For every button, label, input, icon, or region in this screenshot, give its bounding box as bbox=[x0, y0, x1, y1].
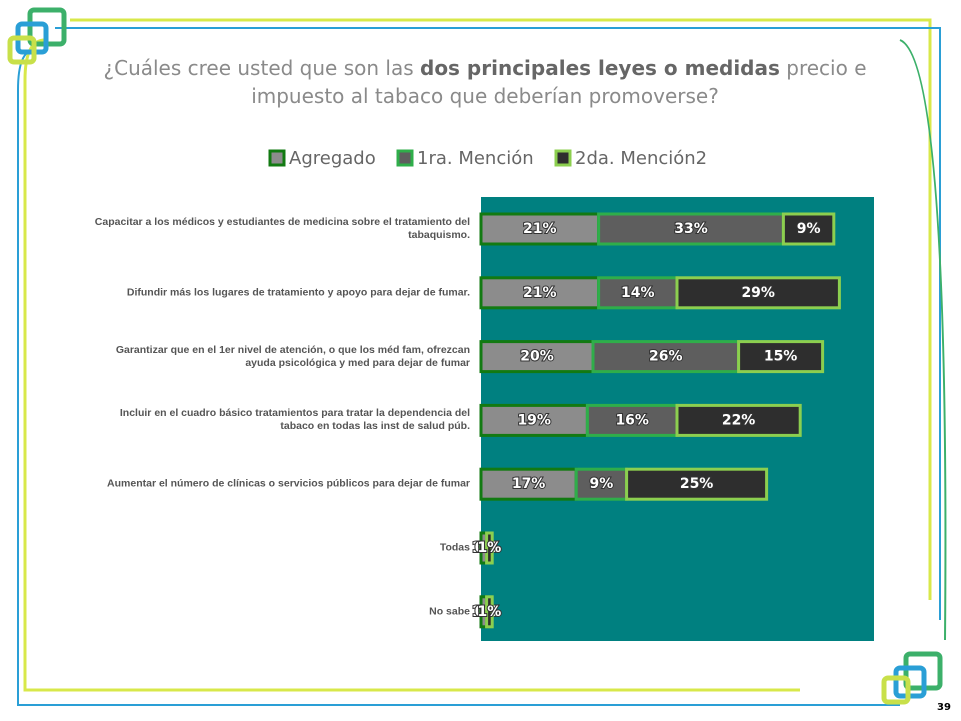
value-label: 1% bbox=[478, 540, 502, 556]
title-part: dos principales leyes o medidas bbox=[420, 56, 780, 80]
bar-segment bbox=[597, 212, 785, 246]
bar-segment bbox=[479, 276, 601, 310]
value-label: 1% bbox=[478, 604, 502, 620]
bar-segment bbox=[781, 212, 836, 246]
value-label: 9% bbox=[797, 221, 821, 237]
category-label: Todas bbox=[439, 541, 470, 554]
bar-segment bbox=[479, 340, 595, 374]
bar-segment bbox=[485, 595, 494, 629]
value-label: 22% bbox=[722, 412, 756, 428]
legend-label: 1ra. Mención bbox=[417, 148, 534, 169]
value-label: 21% bbox=[523, 285, 557, 301]
value-label: 20% bbox=[520, 349, 554, 365]
legend-label: 2da. Mención2 bbox=[575, 148, 707, 169]
bar-segment bbox=[675, 276, 841, 310]
bar-segment bbox=[479, 212, 601, 246]
chart-title: ¿Cuáles cree usted que son las dos princ… bbox=[90, 54, 880, 110]
category-label: Aumentar el número de clínicas o servici… bbox=[107, 477, 470, 490]
value-label: 19% bbox=[517, 412, 551, 428]
frame bbox=[7, 7, 947, 706]
category-label: No sabe bbox=[429, 605, 470, 618]
category-label: Difundir más los lugares de tratamiento … bbox=[126, 286, 470, 299]
bar-segment bbox=[585, 403, 679, 437]
value-label: 33% bbox=[674, 221, 708, 237]
value-label: 14% bbox=[621, 285, 655, 301]
value-label: 9% bbox=[590, 476, 614, 492]
title-part: precio e impuesto al tabaco que deberían… bbox=[251, 56, 867, 108]
bar-segment bbox=[574, 467, 629, 501]
bar-segment bbox=[485, 531, 494, 565]
legend-marker bbox=[396, 149, 414, 167]
bar-segment bbox=[625, 467, 769, 501]
title-part: ¿Cuáles cree usted que son las bbox=[103, 56, 420, 80]
bar-segment bbox=[675, 403, 802, 437]
value-label: 26% bbox=[649, 349, 683, 365]
category-label: Incluir en el cuadro básico tratamientos… bbox=[119, 407, 470, 433]
category-label: Garantizar que en el 1er nivel de atenci… bbox=[115, 343, 470, 369]
bar-segment bbox=[737, 340, 825, 374]
value-label: 16% bbox=[615, 412, 649, 428]
bar-segment bbox=[479, 467, 578, 501]
value-label: 29% bbox=[741, 285, 775, 301]
value-label: 25% bbox=[680, 476, 714, 492]
bar-segment bbox=[597, 276, 679, 310]
category-label: Capacitar a los médicos y estudiantes de… bbox=[94, 216, 470, 241]
legend-marker bbox=[268, 149, 286, 167]
value-label: 15% bbox=[764, 349, 798, 365]
legend-marker bbox=[554, 149, 572, 167]
legend-label: Agregado bbox=[289, 148, 376, 169]
value-label: 21% bbox=[523, 221, 557, 237]
page-number: 39 bbox=[937, 702, 951, 713]
value-label: 17% bbox=[512, 476, 546, 492]
